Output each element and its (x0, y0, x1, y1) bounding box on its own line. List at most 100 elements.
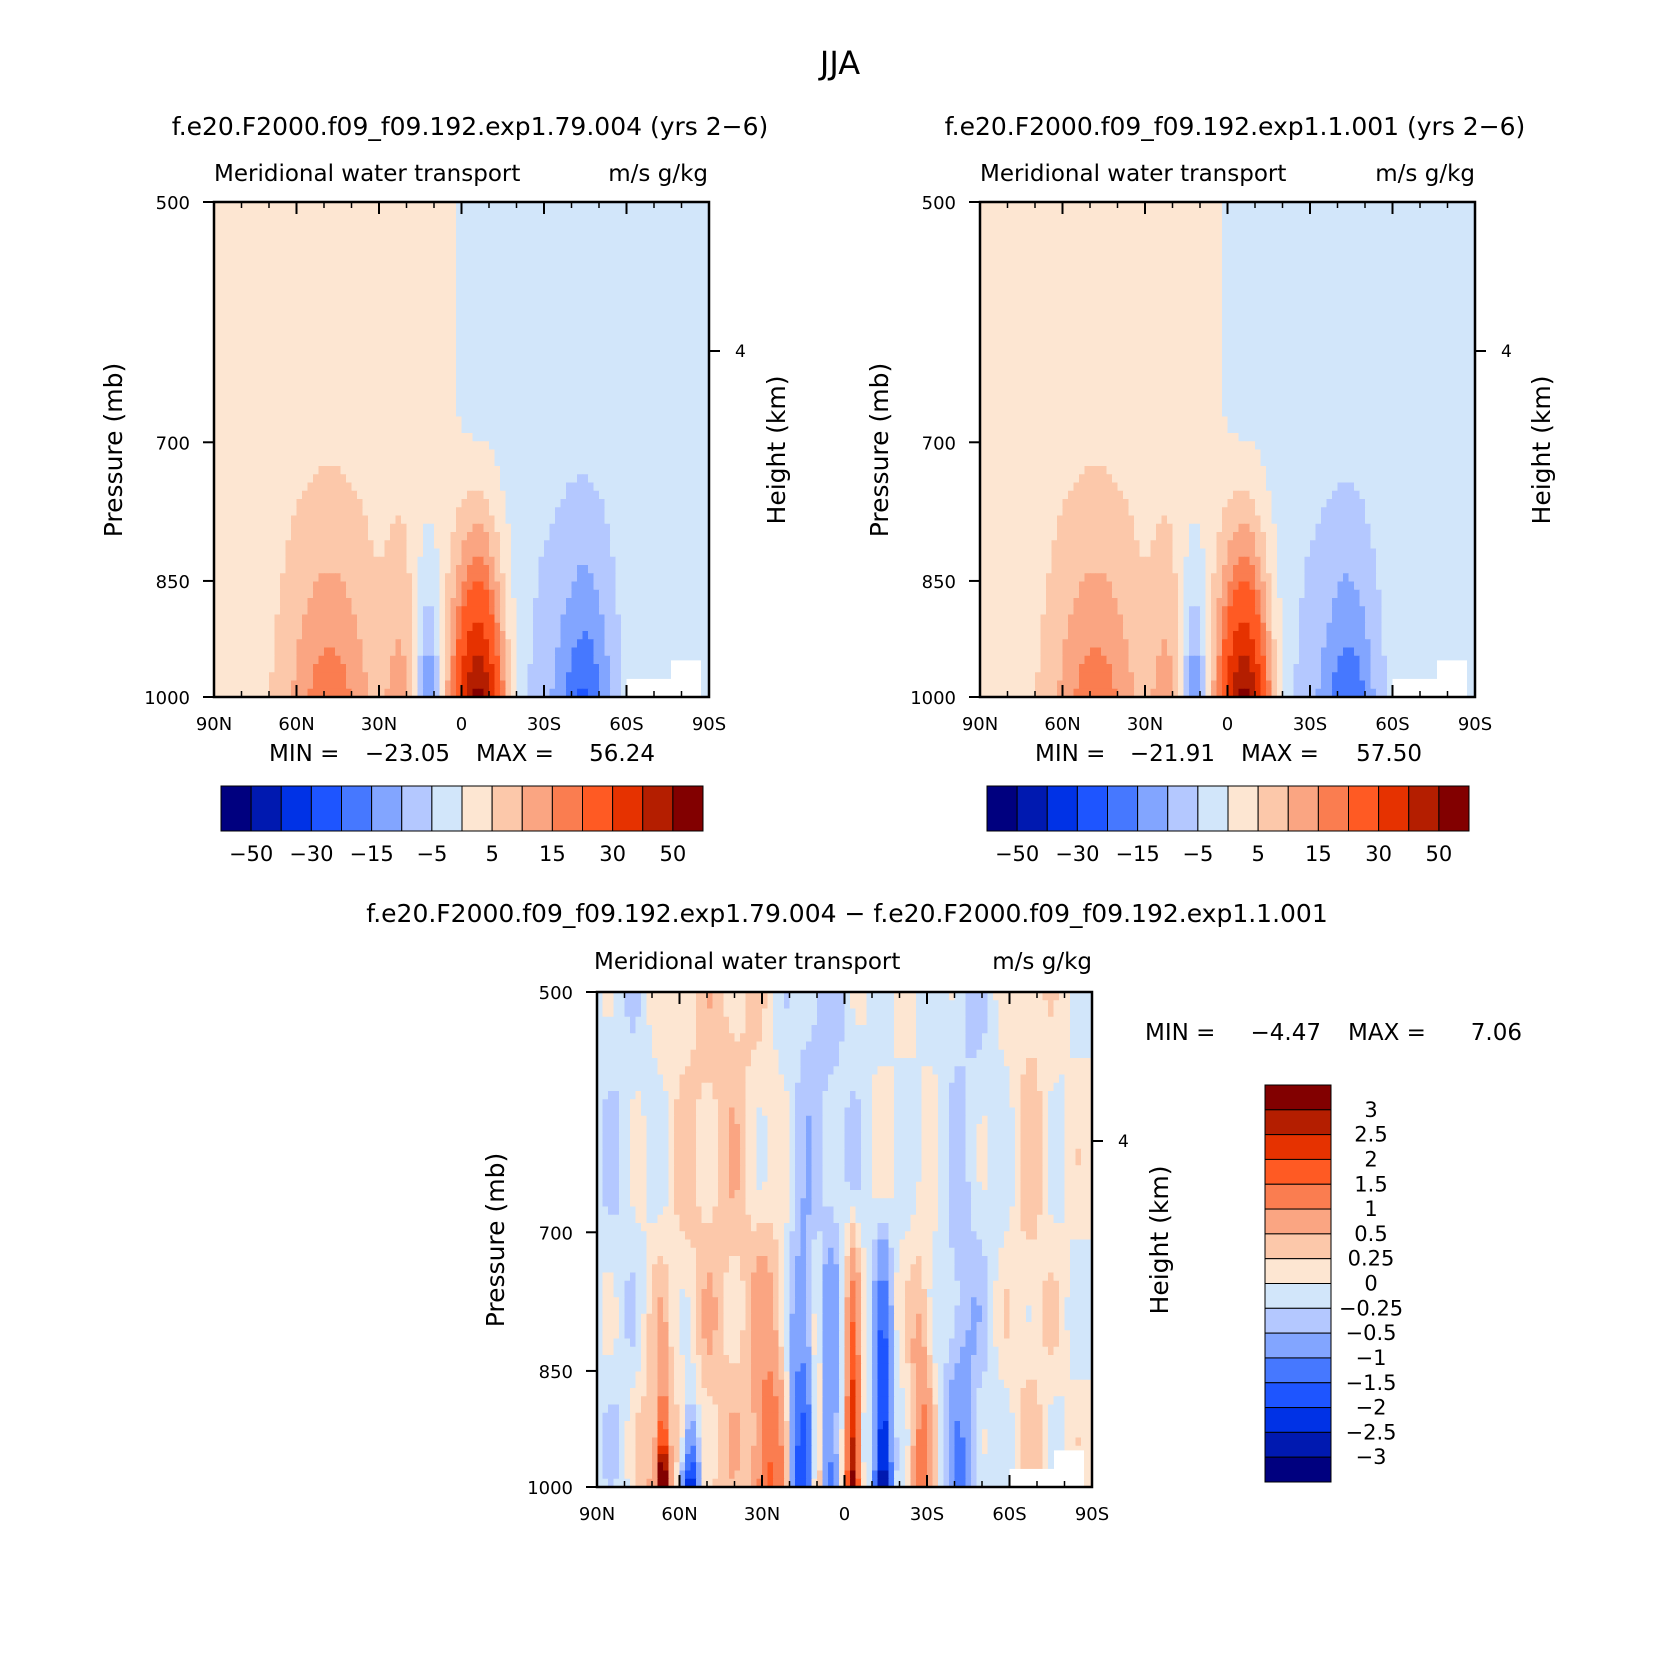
field-cell (401, 655, 408, 665)
field-cell (522, 243, 529, 253)
field-cell (434, 515, 441, 525)
field-cell (571, 532, 578, 541)
field-cell (384, 515, 391, 525)
field-cell (379, 375, 386, 385)
field-cell (214, 655, 221, 665)
field-cell (467, 581, 474, 591)
field-cell (307, 474, 314, 484)
field-cell (274, 251, 281, 261)
field-cell (390, 210, 397, 220)
field-cell (324, 276, 331, 286)
field-cell (643, 268, 650, 277)
field-cell (483, 490, 490, 500)
field-cell (698, 474, 705, 484)
field-cell (373, 614, 380, 624)
field-cell (412, 424, 419, 434)
field-cell (324, 507, 331, 517)
field-cell (351, 416, 358, 426)
field-cell (604, 375, 611, 385)
field-cell (577, 507, 584, 517)
field-cell (412, 622, 419, 632)
field-cell (555, 441, 562, 451)
field-cell (269, 631, 276, 640)
field-cell (698, 441, 705, 451)
field-cell (236, 342, 243, 352)
field-cell (461, 532, 468, 541)
field-cell (340, 457, 347, 467)
field-cell (401, 375, 408, 385)
field-cell (423, 532, 430, 541)
field-cell (274, 556, 281, 566)
field-cell (511, 556, 518, 566)
field-cell (313, 235, 320, 244)
field-cell (654, 589, 661, 599)
field-cell (285, 202, 292, 211)
field-cell (285, 581, 292, 591)
field-cell (648, 391, 655, 401)
field-cell (368, 548, 375, 558)
field-cell (632, 457, 639, 467)
field-cell (621, 416, 628, 426)
field-cell (703, 375, 710, 385)
field-cell (450, 383, 457, 393)
field-cell (588, 367, 595, 376)
field-cell (434, 540, 441, 550)
field-cell (324, 342, 331, 352)
field-cell (566, 424, 573, 434)
field-cell (560, 235, 567, 244)
field-cell (214, 383, 221, 393)
field-cell (445, 243, 452, 253)
field-cell (456, 301, 463, 310)
field-cell (577, 499, 584, 508)
field-cell (494, 325, 501, 335)
field-cell (307, 573, 314, 583)
field-cell (687, 647, 694, 657)
field-cell (522, 383, 529, 393)
field-cell (582, 631, 589, 640)
field-cell (703, 334, 710, 343)
field-cell (472, 548, 479, 558)
field-cell (434, 358, 441, 368)
field-cell (456, 391, 463, 401)
field-cell (665, 251, 672, 261)
field-cell (643, 383, 650, 393)
field-cell (560, 639, 567, 649)
field-cell (357, 589, 364, 599)
field-cell (456, 375, 463, 385)
field-cell (417, 391, 424, 401)
field-cell (681, 416, 688, 426)
field-cell (258, 499, 265, 508)
field-cell (472, 565, 479, 574)
field-cell (340, 408, 347, 418)
field-cell (483, 507, 490, 517)
field-cell (533, 309, 540, 319)
field-cell (379, 433, 386, 442)
field-cell (379, 631, 386, 640)
field-cell (632, 317, 639, 327)
field-cell (621, 482, 628, 492)
field-cell (417, 449, 424, 459)
field-cell (522, 276, 529, 286)
field-cell (533, 457, 540, 467)
field-cell (324, 367, 331, 376)
field-cell (500, 622, 507, 632)
field-cell (610, 400, 617, 409)
field-cell (450, 449, 457, 459)
field-cell (681, 408, 688, 418)
field-cell (681, 622, 688, 632)
field-cell (516, 573, 523, 583)
field-cell (219, 548, 226, 558)
field-cell (483, 375, 490, 385)
field-cell (632, 284, 639, 294)
field-cell (450, 499, 457, 508)
field-cell (588, 202, 595, 211)
field-cell (329, 655, 336, 665)
field-cell (373, 424, 380, 434)
field-cell (637, 606, 644, 616)
field-cell (373, 383, 380, 393)
field-cell (467, 350, 474, 360)
field-cell (461, 259, 468, 269)
field-cell (307, 457, 314, 467)
field-cell (538, 515, 545, 525)
field-cell (230, 301, 237, 310)
